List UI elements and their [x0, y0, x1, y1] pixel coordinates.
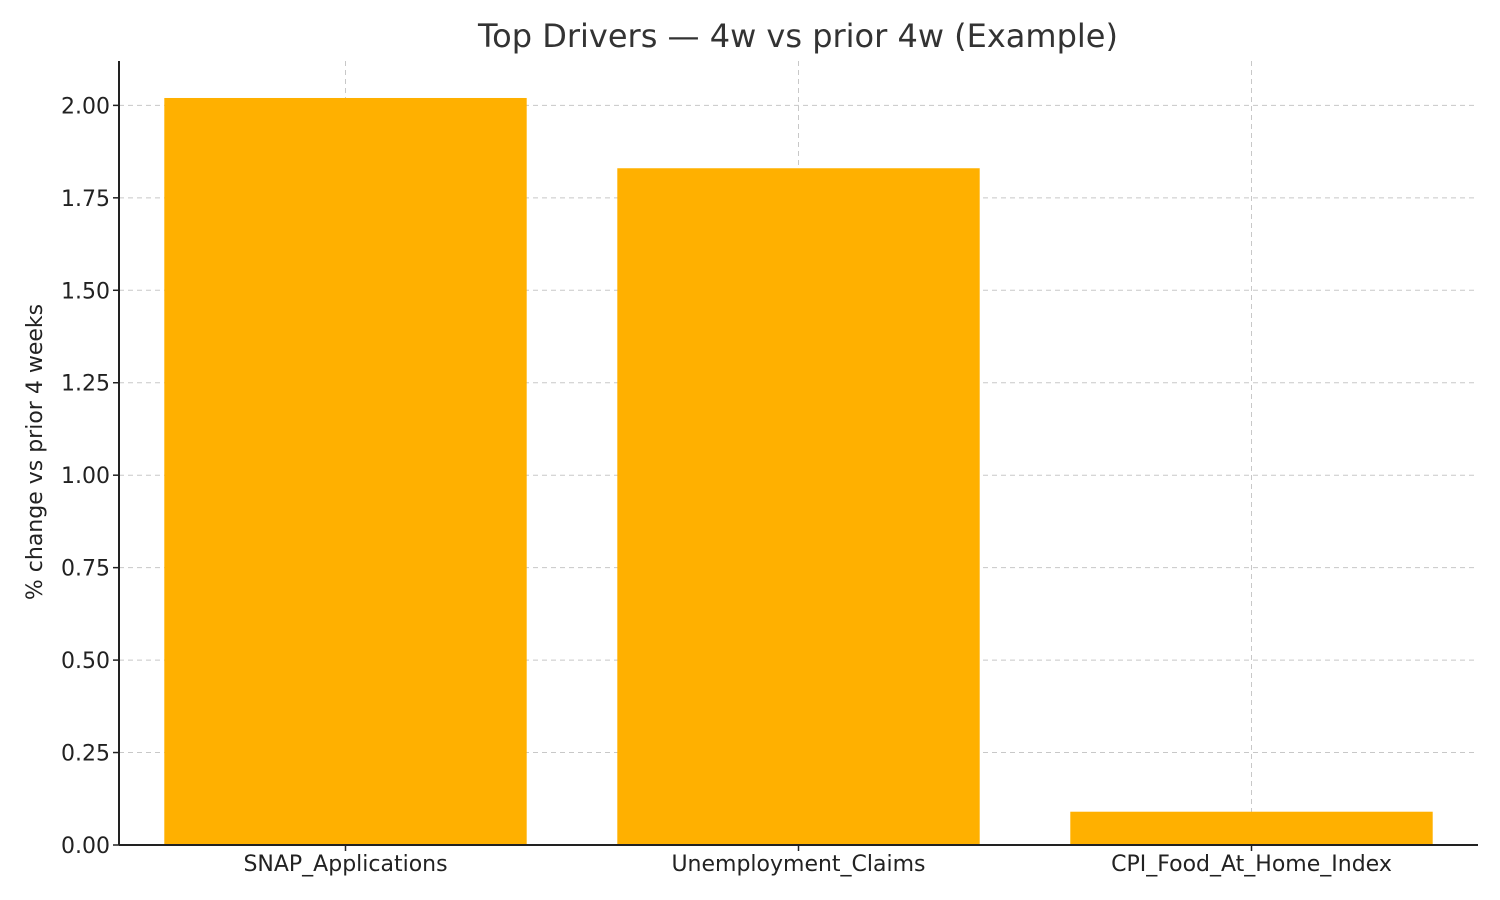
y-tick-label: 0.25: [61, 742, 110, 767]
chart-title: Top Drivers — 4w vs prior 4w (Example): [477, 17, 1118, 55]
y-ticks: 0.00 0.25 0.50 0.75 1.00 1.25 1.50 1.75 2.00: [61, 94, 119, 859]
y-tick-label: 1.50: [61, 279, 110, 304]
bar: [164, 97, 527, 845]
bar: [617, 168, 980, 845]
bars: [164, 97, 1433, 845]
x-tick-label: SNAP_Applications: [243, 852, 447, 877]
y-axis-label: % change vs prior 4 weeks: [23, 304, 48, 600]
x-ticks: SNAP_Applications Unemployment_Claims CPI_…: [243, 845, 1392, 877]
y-tick-label: 0.00: [61, 834, 110, 859]
y-tick-label: 0.50: [61, 649, 110, 674]
y-tick-label: 1.75: [61, 187, 110, 212]
bar: [1070, 811, 1433, 845]
x-tick-label: CPI_Food_At_Home_Index: [1111, 852, 1392, 877]
y-tick-label: 1.00: [61, 464, 110, 489]
x-tick-label: Unemployment_Claims: [671, 852, 925, 877]
y-tick-label: 2.00: [61, 94, 110, 119]
y-tick-label: 0.75: [61, 557, 110, 582]
y-tick-label: 1.25: [61, 372, 110, 397]
